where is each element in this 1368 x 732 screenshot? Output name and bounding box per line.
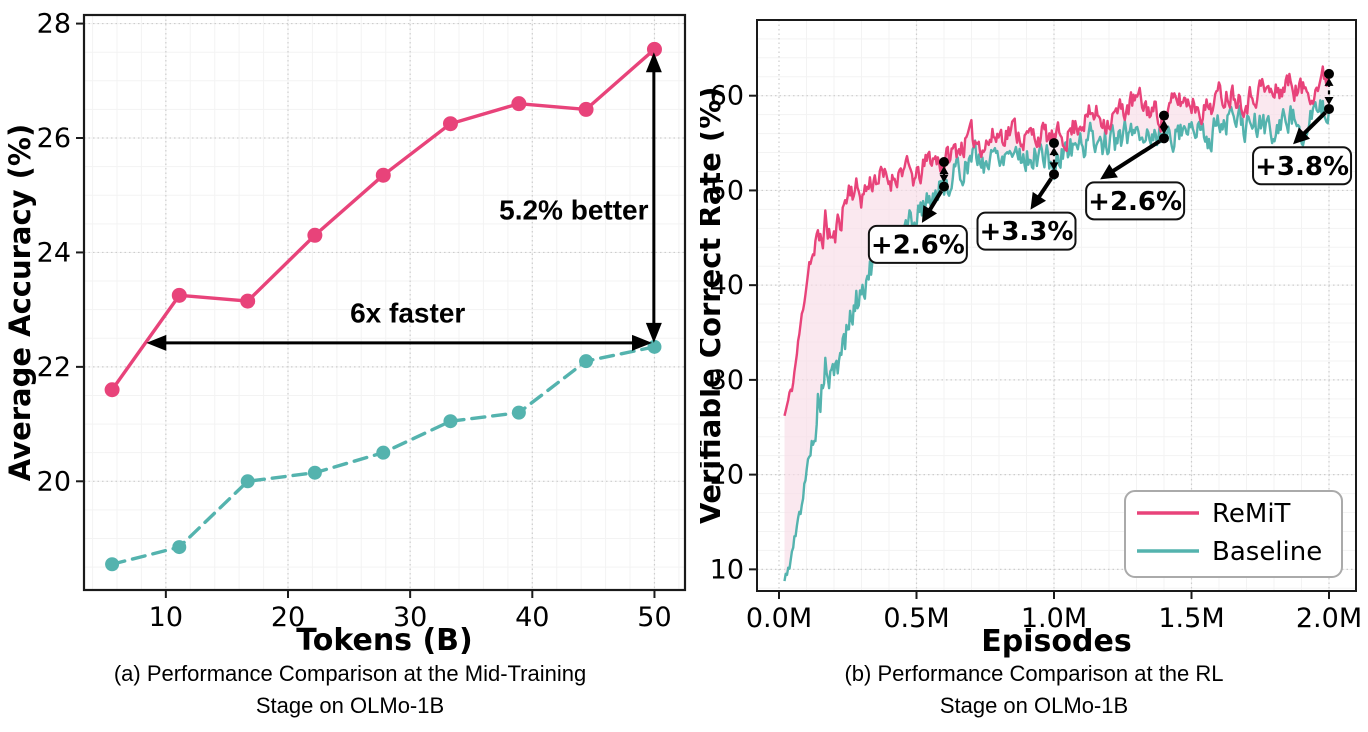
gap-annotation-label: +2.6% <box>1088 187 1182 217</box>
annotation-better-label: 5.2% better <box>499 195 648 226</box>
x-tick-label: 40 <box>515 602 549 633</box>
caption-a: (a) Performance Comparison at the Mid-Tr… <box>93 658 608 722</box>
x-tick-label: 30 <box>393 602 427 633</box>
caption-b-text: (b) Performance Comparison at the RL Sta… <box>844 661 1224 718</box>
y-tick-label: 40 <box>710 270 744 301</box>
y-tick-label: 20 <box>37 466 71 497</box>
gap-annotation-box: +2.6% <box>1085 181 1186 221</box>
x-axis-label: Episodes <box>981 624 1131 658</box>
x-tick-label: 50 <box>637 602 671 633</box>
x-tick-label: 20 <box>271 602 305 633</box>
x-tick-label: 1.5M <box>1158 603 1224 634</box>
legend-item-label: ReMiT <box>1212 499 1291 529</box>
x-tick-label: 10 <box>149 602 183 633</box>
gap-annotation-label: +2.6% <box>871 230 965 260</box>
gap-annotation-label: +3.8% <box>1255 152 1349 182</box>
y-tick-label: 26 <box>37 123 71 154</box>
y-tick-label: 28 <box>37 9 71 40</box>
y-tick-label: 24 <box>37 237 71 268</box>
gap-annotation-box: +3.8% <box>1252 146 1353 186</box>
caption-a-text: (a) Performance Comparison at the Mid-Tr… <box>113 661 587 718</box>
x-axis-label: Tokens (B) <box>296 623 473 658</box>
x-tick-label: 0.0M <box>746 603 812 634</box>
x-tick-label: 0.5M <box>883 603 949 634</box>
legend-item-label: Baseline <box>1212 537 1322 567</box>
figure-a: 5.2% better 6x faster 10 20 30 40 50 20 22 24 26 28… <box>3 9 687 722</box>
y-tick-label: 20 <box>710 460 744 491</box>
chart-rl-stage: +2.6% +3.3% +2.6% +3.8% ReMiT Baseline 0.0M 0.5… <box>700 19 1362 658</box>
y-axis-label: Average Accuracy (%) <box>3 124 37 481</box>
y-tick-label: 60 <box>710 81 744 112</box>
legend: ReMiT Baseline <box>1124 490 1343 578</box>
caption-b: (b) Performance Comparison at the RL Sta… <box>824 658 1244 722</box>
x-tick-label: 2.0M <box>1296 603 1362 634</box>
x-tick-label: 1.0M <box>1021 603 1087 634</box>
annotation-faster-label: 6x faster <box>350 298 465 329</box>
y-axis-label: Verifiable Correct Rate (%) <box>700 86 727 524</box>
figure-b: +2.6% +3.3% +2.6% +3.8% ReMiT Baseline 0.0M 0.5… <box>700 0 1368 722</box>
y-tick-label: 50 <box>710 175 744 206</box>
y-tick-label: 30 <box>710 365 744 396</box>
y-tick-label: 22 <box>37 352 71 383</box>
gap-annotation-box: +3.3% <box>976 211 1077 251</box>
chart-mid-training: 5.2% better 6x faster 10 20 30 40 50 20 22 24 26 28… <box>3 9 687 658</box>
gap-annotation-label: +3.3% <box>980 217 1074 247</box>
gap-annotation-box: +2.6% <box>867 224 968 264</box>
y-tick-label: 10 <box>710 554 744 585</box>
